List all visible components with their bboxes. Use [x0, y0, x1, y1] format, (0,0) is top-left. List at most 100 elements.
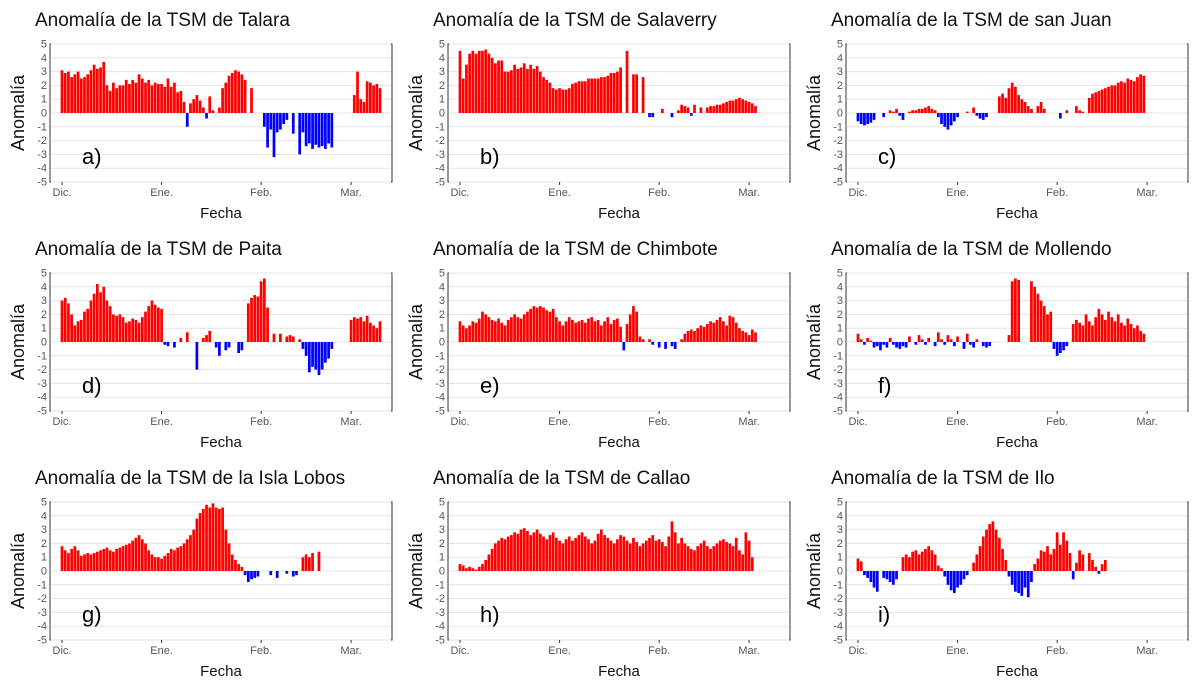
- y-tick-label: 3: [837, 66, 843, 78]
- chart-svg: Anomalía de la TSM de san Juan -5 -4 -3 -2 -…: [804, 10, 1189, 222]
- bar-positive: [63, 297, 67, 342]
- bar-negative: [240, 342, 244, 351]
- x-tick-label: Mar.: [1136, 187, 1157, 199]
- bar-positive: [571, 84, 574, 113]
- y-tick-label: -3: [435, 607, 445, 619]
- bar-positive: [895, 108, 898, 113]
- bar-positive: [574, 537, 577, 571]
- bar-negative: [670, 113, 674, 118]
- bar-positive: [208, 96, 212, 113]
- bar-positive: [603, 77, 606, 113]
- bar-positive: [561, 543, 565, 571]
- bar-positive: [920, 551, 924, 571]
- y-tick-label: -2: [435, 593, 445, 605]
- chart-panel-callao: Anomalía de la TSM de Callao -5 -4 -3 -2 -1 0…: [398, 458, 796, 687]
- bar-positive: [522, 528, 526, 571]
- y-tick-label: 4: [439, 510, 445, 522]
- bar-negative: [291, 113, 295, 134]
- bar-negative: [324, 113, 327, 149]
- bar-positive: [628, 314, 632, 342]
- bar-positive: [500, 60, 504, 113]
- bar-positive: [583, 322, 587, 342]
- y-tick-label: -3: [37, 607, 47, 619]
- bar-negative: [943, 113, 947, 127]
- bar-positive: [76, 550, 80, 571]
- bar-positive: [545, 539, 549, 571]
- bar-negative: [282, 113, 285, 125]
- bar-positive: [99, 67, 102, 113]
- y-tick-label: 3: [41, 524, 47, 536]
- bar-positive: [551, 308, 555, 342]
- bar-positive: [580, 319, 584, 342]
- bar-positive: [477, 50, 481, 113]
- bar-positive: [728, 543, 732, 571]
- bar-positive: [593, 540, 597, 571]
- y-tick-label: -5: [435, 635, 445, 647]
- y-tick-label: -2: [833, 593, 843, 605]
- bar-positive: [725, 101, 728, 113]
- bar-positive: [522, 63, 526, 113]
- bar-negative: [895, 571, 898, 580]
- chart-svg: Anomalía de la TSM de la Isla Lobos -5 -4…: [8, 468, 393, 680]
- bar-negative: [311, 342, 314, 367]
- bar-negative: [205, 113, 208, 119]
- bar-positive: [86, 74, 90, 113]
- bar-positive: [705, 107, 709, 113]
- bar-negative: [689, 113, 693, 116]
- bar-positive: [587, 318, 590, 342]
- y-tick-label: 0: [439, 337, 445, 349]
- bar-positive: [1081, 325, 1085, 342]
- bar-positive: [153, 82, 157, 113]
- bar-positive: [1100, 314, 1104, 342]
- bar-positive: [128, 84, 131, 113]
- bar-positive: [102, 548, 106, 571]
- bar-negative: [269, 571, 273, 576]
- bar-positive: [625, 50, 629, 113]
- bar-positive: [140, 317, 144, 342]
- bar-positive: [709, 548, 712, 571]
- bar-positive: [917, 335, 921, 342]
- bar-positive: [497, 318, 500, 342]
- bar-positive: [484, 49, 488, 113]
- bar-positive: [304, 554, 308, 571]
- bar-positive: [632, 74, 635, 113]
- bar-positive: [92, 553, 96, 571]
- bar-positive: [596, 533, 600, 571]
- chart-title: Anomalía de la TSM de Mollendo: [831, 239, 1112, 260]
- bar-negative: [307, 342, 311, 373]
- bar-positive: [686, 330, 690, 342]
- x-tick-label: Mar.: [738, 416, 759, 428]
- bar-positive: [988, 524, 992, 571]
- bar-positive: [516, 317, 520, 342]
- bar-positive: [356, 318, 359, 342]
- bar-positive: [461, 325, 465, 342]
- bar-positive: [661, 542, 664, 571]
- bar-positive: [163, 555, 167, 571]
- bar-negative: [956, 571, 959, 588]
- bar-positive: [266, 307, 269, 342]
- bar-positive: [930, 108, 934, 113]
- y-tick-label: 5: [837, 268, 843, 280]
- y-tick-label: 4: [837, 52, 843, 64]
- bar-positive: [176, 547, 179, 571]
- bar-positive: [1094, 317, 1098, 342]
- bar-positive: [532, 306, 536, 342]
- bar-negative: [1071, 571, 1075, 580]
- bar-positive: [176, 92, 179, 113]
- bar-negative: [237, 342, 241, 354]
- bar-positive: [263, 278, 266, 342]
- bar-positive: [115, 88, 118, 113]
- bar-positive: [471, 568, 475, 571]
- bar-positive: [134, 537, 138, 571]
- bar-negative: [246, 571, 250, 583]
- bar-positive: [702, 540, 706, 571]
- bar-positive: [1001, 548, 1004, 571]
- bar-positive: [599, 77, 603, 113]
- bar-positive: [240, 74, 244, 113]
- bar-negative: [269, 113, 273, 130]
- bar-positive: [538, 71, 542, 113]
- bar-positive: [1059, 544, 1062, 571]
- panel-label: i): [878, 602, 890, 627]
- bar-positive: [612, 543, 616, 571]
- bar-positive: [1042, 551, 1046, 571]
